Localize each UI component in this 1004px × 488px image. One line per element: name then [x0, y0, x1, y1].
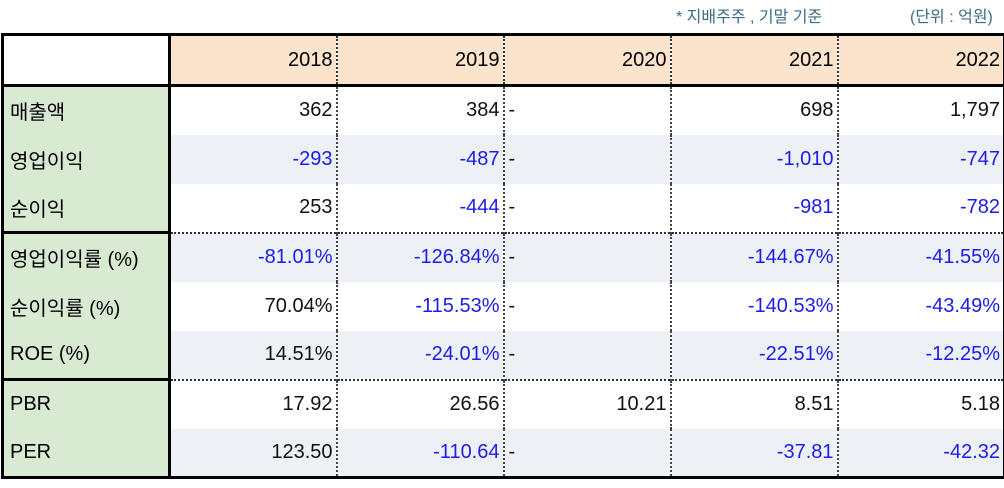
value-cell: -12.25%: [836, 330, 1004, 380]
corner-cell: [1, 33, 171, 87]
value-cell: 253: [168, 183, 337, 233]
value-cell: -487: [335, 134, 504, 184]
value-cell: -42.32: [836, 428, 1004, 479]
value-cell: 123.50: [168, 428, 337, 479]
value-cell: -1,010: [669, 134, 838, 184]
table-row: ROE (%) 14.51% -24.01% - -22.51% -12.25%: [1, 330, 1004, 380]
year-header: 2018: [168, 33, 337, 87]
value-cell: 70.04%: [168, 281, 337, 331]
row-label: 영업이익: [1, 134, 171, 184]
value-cell: -: [502, 183, 671, 233]
row-label: 순이익: [1, 183, 171, 233]
value-cell: -22.51%: [669, 330, 838, 380]
table-row: PER 123.50 -110.64- -37.81 -42.32: [1, 428, 1004, 479]
value-cell: -: [502, 231, 671, 282]
table-row: 순이익률 (%) 70.04% -115.53% - -140.53% -43.49%: [1, 281, 1004, 331]
value-cell: -981: [669, 183, 838, 233]
table-row: PBR 17.92 26.56 10.21 8.51 5.18: [1, 378, 1004, 429]
value-cell: 10.21: [502, 378, 671, 429]
value-cell: -126.84%: [335, 231, 504, 282]
value-cell: 362: [168, 84, 337, 135]
value-cell: 14.51%: [168, 330, 337, 380]
value-cell: -: [502, 134, 671, 184]
year-header: 2020: [502, 33, 671, 87]
value-cell: 26.56: [335, 378, 504, 429]
value-cell: -140.53%: [669, 281, 838, 331]
row-label: 영업이익률 (%): [1, 231, 171, 282]
financial-table: 2018 2019 2020 2021 2022 매출액 362 384-698 1,…: [1, 33, 1004, 479]
value-cell: -747: [836, 134, 1004, 184]
value-cell: -37.81: [669, 428, 838, 479]
value-cell: -144.67%: [669, 231, 838, 282]
table-row: 영업이익률 (%) -81.01% -126.84% - -144.67% -41.55%: [1, 231, 1004, 282]
value-cell: -24.01%: [335, 330, 504, 380]
table-row: 매출액 362 384-698 1,797: [1, 84, 1004, 135]
header-row: 2018 2019 2020 2021 2022: [1, 33, 1004, 87]
value-cell: -: [502, 281, 671, 331]
value-cell: 17.92: [168, 378, 337, 429]
value-cell: -115.53%: [335, 281, 504, 331]
value-cell: 698: [669, 84, 838, 135]
value-cell: -81.01%: [168, 231, 337, 282]
value-cell: -293: [168, 134, 337, 184]
value-cell: -: [502, 428, 671, 479]
row-label: 매출액: [1, 84, 171, 135]
basis-note: * 지배주주 , 기말 기준: [676, 9, 823, 26]
value-cell: -43.49%: [836, 281, 1004, 331]
year-header: 2022: [836, 33, 1004, 87]
value-cell: -: [502, 84, 671, 135]
row-label: PER: [1, 428, 171, 479]
row-label: PBR: [1, 378, 171, 429]
value-cell: -110.64: [335, 428, 504, 479]
value-cell: -: [502, 330, 671, 380]
value-cell: -782: [836, 183, 1004, 233]
year-header: 2019: [335, 33, 504, 87]
value-cell: -41.55%: [836, 231, 1004, 282]
value-cell: 5.18: [836, 378, 1004, 429]
unit-note: (단위 : 억원): [910, 9, 993, 26]
row-label: 순이익률 (%): [1, 281, 171, 331]
year-header: 2021: [669, 33, 838, 87]
row-label: ROE (%): [1, 330, 171, 380]
value-cell: 8.51: [669, 378, 838, 429]
value-cell: 1,797: [836, 84, 1004, 135]
value-cell: -444: [335, 183, 504, 233]
table-row: 순이익 253 -444- -981 -782: [1, 183, 1004, 233]
value-cell: 384: [335, 84, 504, 135]
table-row: 영업이익 -293 -487- -1,010 -747: [1, 134, 1004, 184]
